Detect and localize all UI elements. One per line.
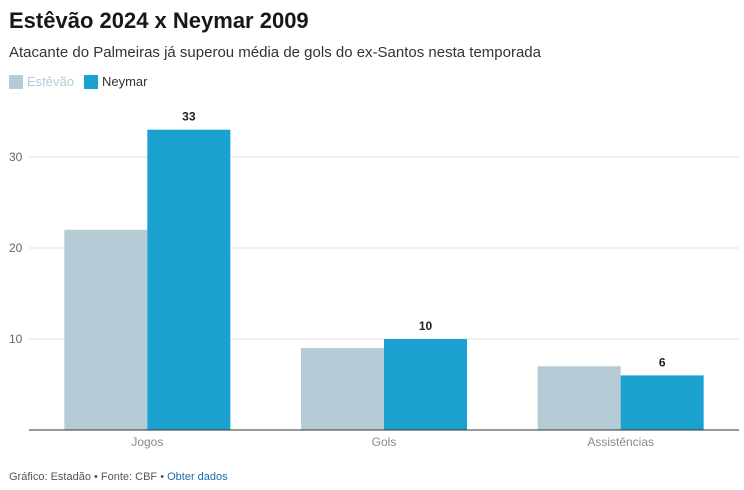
legend-item-neymar[interactable]: Neymar (83, 74, 148, 89)
chart-title: Estêvão 2024 x Neymar 2009 (9, 8, 309, 33)
bar[interactable] (620, 375, 704, 430)
data-label: 33 (182, 110, 196, 124)
legend-item-estevao[interactable]: Estêvão (9, 74, 74, 89)
x-tick-label: Gols (372, 435, 397, 449)
get-data-link[interactable]: Obter dados (167, 471, 228, 483)
footer-credit: Gráfico: Estadão • Fonte: CBF • (9, 471, 168, 483)
chart-subtitle: Atacante do Palmeiras já superou média d… (9, 44, 541, 61)
data-label: 6 (659, 355, 666, 369)
bar[interactable] (147, 129, 231, 430)
chart-footer: Gráfico: Estadão • Fonte: CBF • Obter da… (9, 471, 228, 483)
data-label: 10 (419, 319, 433, 333)
bar[interactable] (301, 348, 384, 430)
legend-label-estevao: Estêvão (27, 74, 74, 89)
legend-label-neymar: Neymar (101, 74, 148, 89)
y-tick-label: 30 (9, 150, 23, 164)
y-tick-label: 10 (9, 332, 23, 346)
bar[interactable] (64, 229, 148, 430)
chart-legend: Estêvão Neymar (9, 74, 158, 89)
y-tick-label: 20 (9, 241, 23, 255)
x-tick-label: Jogos (131, 435, 163, 449)
legend-swatch-estevao (9, 74, 23, 89)
bar[interactable] (537, 366, 621, 430)
legend-swatch-neymar (83, 74, 98, 89)
x-tick-label: Assistências (587, 435, 654, 449)
bar[interactable] (384, 339, 467, 430)
